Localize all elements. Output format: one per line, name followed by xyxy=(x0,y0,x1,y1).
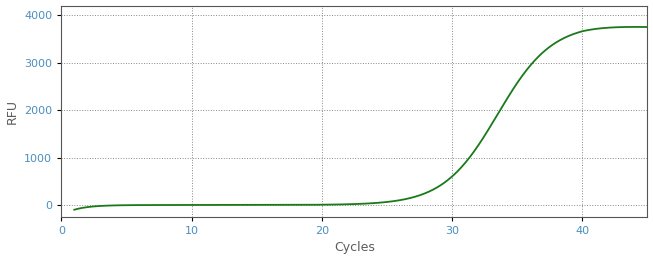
Y-axis label: RFU: RFU xyxy=(6,99,18,124)
X-axis label: Cycles: Cycles xyxy=(334,242,375,255)
